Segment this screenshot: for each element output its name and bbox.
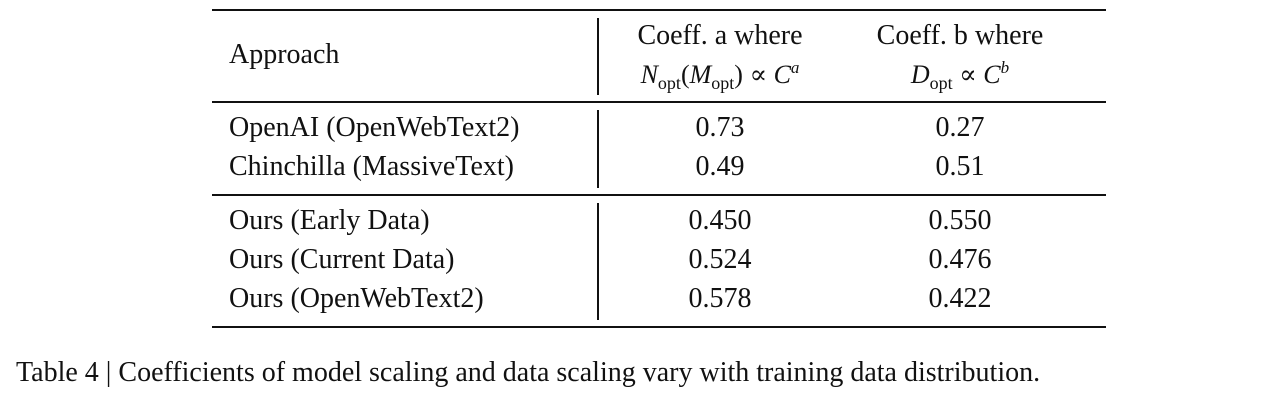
row-approach: Ours (Early Data) <box>229 205 430 236</box>
formula-b: Dopt ∝ Cb <box>840 58 1080 93</box>
table-top-rule <box>212 9 1106 11</box>
formula-rel: ∝ <box>749 60 768 89</box>
row-coeff-a: 0.524 <box>688 244 752 275</box>
header-bottom-rule <box>212 101 1106 103</box>
formula-m-sub: opt <box>711 73 735 93</box>
formula-m: M <box>689 60 712 89</box>
row-coeff-a: 0.73 <box>695 112 745 143</box>
formula-a: Nopt(Mopt) ∝ Ca <box>640 58 800 93</box>
row-coeff-b: 0.422 <box>928 283 992 314</box>
coeff-a-label: Coeff. a where <box>637 20 803 51</box>
row-approach: Ours (Current Data) <box>229 244 455 275</box>
formula-rel: ∝ <box>959 60 977 89</box>
row-coeff-a: 0.450 <box>688 205 752 236</box>
formula-c: C <box>983 60 1001 89</box>
table-caption: Table 4 | Coefficients of model scaling … <box>16 357 1041 388</box>
header-coeff-a: Coeff. a where <box>600 19 840 53</box>
row-coeff-b: 0.27 <box>935 112 985 143</box>
column-divider <box>597 18 599 95</box>
row-coeff-b: 0.51 <box>935 151 985 182</box>
column-divider <box>597 203 599 320</box>
header-coeff-b: Coeff. b where <box>840 19 1080 53</box>
column-divider <box>597 110 599 188</box>
row-coeff-a: 0.578 <box>688 283 752 314</box>
formula-n-sub: opt <box>657 73 681 93</box>
coeff-b-label: Coeff. b where <box>876 20 1044 51</box>
formula-exp: a <box>790 58 800 77</box>
row-approach: Chinchilla (MassiveText) <box>229 151 514 182</box>
group-divider-rule <box>212 194 1106 196</box>
row-approach: OpenAI (OpenWebText2) <box>229 112 520 143</box>
row-coeff-b: 0.550 <box>928 205 992 236</box>
formula-exp: b <box>1000 58 1010 77</box>
table-bottom-rule <box>212 326 1106 328</box>
formula-d: D <box>910 60 930 89</box>
formula-n: N <box>640 60 658 89</box>
formula-c: C <box>773 60 791 89</box>
formula-d-sub: opt <box>929 73 953 93</box>
row-approach: Ours (OpenWebText2) <box>229 283 484 314</box>
row-coeff-a: 0.49 <box>695 151 745 182</box>
row-coeff-b: 0.476 <box>928 244 992 275</box>
header-approach: Approach <box>229 39 340 70</box>
